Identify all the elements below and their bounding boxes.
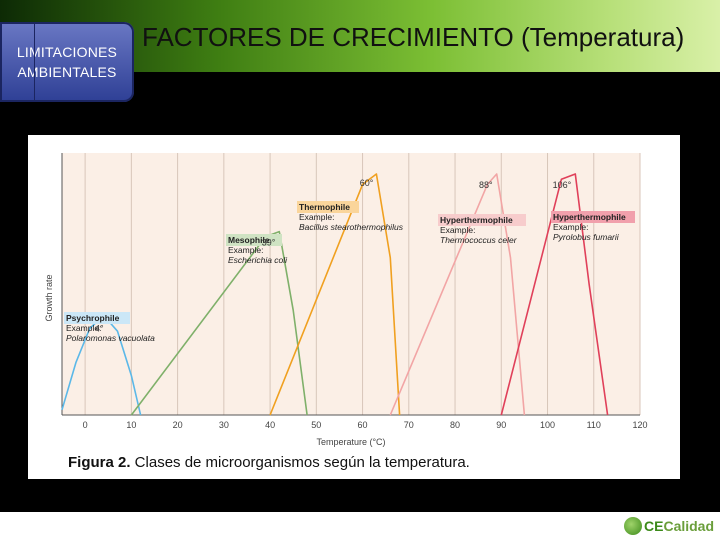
series-line-2 [269, 173, 401, 416]
x-tick-label: 0 [83, 420, 88, 430]
x-tick-label: 30 [219, 420, 229, 430]
section-nav-button[interactable]: LIMITACIONES AMBIENTALES [0, 22, 134, 102]
leaf-icon [624, 517, 642, 535]
series-name-3: Hyperthermophile [440, 215, 513, 225]
series-label-bg-1 [226, 234, 282, 246]
caption-text: Clases de microorganismos según la tempe… [130, 454, 470, 471]
series-name-2: Thermophile [299, 202, 350, 212]
brand-mark: CE [644, 518, 664, 534]
series-optimum-0: 4° [95, 323, 104, 333]
x-axis-label: Temperature (°C) [316, 437, 385, 447]
series-example-label-0: Example: [66, 323, 101, 333]
series-example-2: Bacillus stearothermophilus [299, 222, 404, 232]
series-label-bg-4 [551, 211, 635, 223]
x-tick-label: 80 [450, 420, 460, 430]
series-label-bg-3 [438, 214, 526, 226]
nav-label-line2: AMBIENTALES [17, 64, 117, 80]
series-label-bg-2 [297, 201, 359, 213]
x-tick-label: 90 [496, 420, 506, 430]
series-example-label-1: Example: [228, 245, 263, 255]
series-example-4: Pyrolobus fumarii [553, 232, 620, 242]
x-tick-label: 120 [632, 420, 647, 430]
series-optimum-3: 88° [479, 180, 493, 190]
x-tick-label: 110 [587, 420, 601, 430]
series-optimum-1: 39° [262, 238, 276, 248]
x-tick-label: 20 [173, 420, 183, 430]
series-label-bg-0 [64, 312, 130, 324]
growth-temperature-chart: 0 10 20 30 40 50 60 70 80 90 100 110 120 Temperature … [44, 153, 648, 447]
series-line-4 [500, 173, 609, 416]
series-example-label-2: Example: [299, 212, 334, 222]
footer-bar [0, 512, 720, 540]
x-tick-label: 10 [126, 420, 136, 430]
figure-caption: Figura 2. Clases de microorganismos segú… [68, 454, 470, 471]
page-title: FACTORES DE CRECIMIENTO (Temperatura) [142, 22, 685, 52]
series-example-label-3: Example: [440, 225, 475, 235]
nav-label-line1: LIMITACIONES [16, 44, 118, 60]
series-example-1: Escherichia coli [228, 255, 288, 265]
nav-divider [34, 22, 35, 102]
x-tick-label: 50 [311, 420, 321, 430]
x-tick-label: 60 [358, 420, 368, 430]
plot-background [62, 153, 640, 415]
series-example-0: Polaromonas vacuolata [66, 333, 155, 343]
series-name-1: Mesophile [228, 235, 270, 245]
x-tick-label: 40 [265, 420, 275, 430]
series-optimum-2: 60° [360, 178, 374, 188]
x-tick-label: 70 [404, 420, 414, 430]
series-name-0: Psychrophile [66, 313, 120, 323]
section-nav-label: LIMITACIONES AMBIENTALES [17, 42, 117, 82]
brand-logo: CE Calidad [624, 517, 714, 535]
y-axis-label: Growth rate [44, 274, 54, 321]
x-tick-label: 100 [540, 420, 555, 430]
series-name-4: Hyperthermophile [553, 212, 626, 222]
series-optimum-4: 106° [553, 180, 572, 190]
chart-panel: 0 10 20 30 40 50 60 70 80 90 100 110 120 Temperature … [28, 135, 680, 479]
caption-label: Figura 2. [68, 454, 131, 471]
brand-rest: Calidad [663, 518, 715, 534]
series-example-label-4: Example: [553, 222, 588, 232]
series-line-3 [389, 173, 526, 416]
series-example-3: Thermococcus celer [440, 235, 518, 245]
